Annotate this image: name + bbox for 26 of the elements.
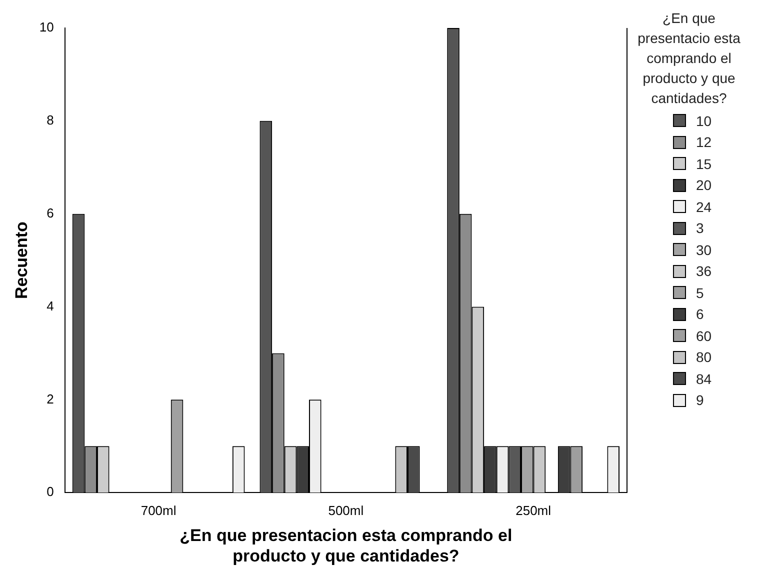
legend-label: 10 bbox=[696, 112, 712, 129]
legend-label: 84 bbox=[696, 370, 712, 387]
y-tick-label: 6 bbox=[46, 205, 54, 220]
legend-label: 60 bbox=[696, 328, 712, 344]
legend-label: 6 bbox=[696, 306, 704, 322]
y-tick-label: 4 bbox=[46, 298, 54, 314]
legend-title: ¿En que presentacio esta comprando el producto y que cantidades? bbox=[636, 9, 742, 108]
legend-label: 36 bbox=[696, 263, 712, 280]
legend-label: 30 bbox=[696, 242, 712, 258]
legend-label: 15 bbox=[696, 156, 712, 172]
y-tick-label: 2 bbox=[46, 391, 54, 406]
legend-label: 80 bbox=[696, 349, 712, 366]
legend-label: 12 bbox=[696, 134, 712, 150]
y-tick-label: 0 bbox=[46, 484, 54, 500]
legend-label: 3 bbox=[696, 220, 704, 236]
x-tick-label: 500ml bbox=[328, 502, 364, 518]
x-tick-label: 250ml bbox=[516, 502, 552, 518]
legend-label: 24 bbox=[696, 198, 712, 215]
y-axis-title: Recuento bbox=[12, 222, 31, 300]
x-tick-label: 700ml bbox=[140, 502, 176, 518]
legend-label: 9 bbox=[696, 392, 704, 408]
legend-label: 5 bbox=[696, 284, 704, 301]
legend-label: 20 bbox=[696, 177, 712, 194]
y-tick-label: 8 bbox=[46, 112, 54, 128]
x-axis-title: ¿En que presentacion esta comprando el producto y que cantidades? bbox=[180, 526, 512, 566]
y-tick-label: 10 bbox=[39, 20, 54, 35]
